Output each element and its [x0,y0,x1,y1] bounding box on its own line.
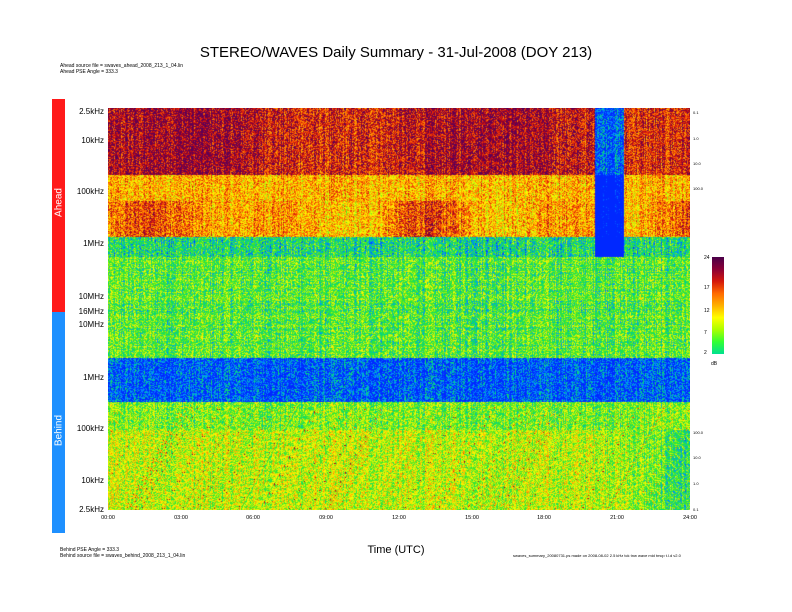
xtick-0000: 00:00 [101,515,115,521]
ytick-behind-1mhz: 1MHz [83,373,104,382]
behind-source-note: Behind source file = swaves_behind_2008_… [60,553,186,559]
ytick-behind-10mhz: 10MHz [78,320,104,329]
xtick-0600: 06:00 [246,515,260,521]
rtick-behind-1.0: 1.0 [693,481,699,486]
ahead-source-note: Ahead source file = swaves_ahead_2008_21… [60,63,184,69]
rtick-ahead-10.0: 10.0 [693,161,701,166]
ytick-behind-100khz: 100kHz [76,424,104,433]
cbar-tick-17: 17 [704,285,710,291]
rtick-ahead-1.0: 1.0 [693,136,699,141]
rtick-behind-100.0: 100.0 [693,430,704,435]
rtick-ahead-100.0: 100.0 [693,186,704,191]
cbar-tick-12: 12 [704,308,710,314]
cbar-tick-2: 2 [704,350,707,356]
rtick-behind-0.1: 0.1 [693,507,699,512]
footer-info-note: swaves_summary_20080731.ps made on 2008-… [513,553,681,558]
cbar-unit: dB [711,361,718,367]
xtick-1500: 15:00 [465,515,479,521]
behind-label: Behind [53,414,65,447]
xtick-2400: 24:00 [683,515,697,521]
xtick-1200: 12:00 [392,515,406,521]
cbar-tick-24: 24 [704,255,710,261]
ytick-ahead-100khz: 100kHz [76,187,104,196]
colorbar [712,257,724,354]
spectrogram-heatmap [108,108,690,510]
rtick-behind-10.0: 10.0 [693,455,701,460]
ahead-angle-note: Ahead PSE Angle = 333.3 [60,69,118,75]
rtick-ahead-0.1: 0.1 [693,110,699,115]
cbar-tick-7: 7 [704,330,707,336]
ytick-ahead-16mhz: 16MHz [78,307,104,316]
chart-title: STEREO/WAVES Daily Summary - 31-Jul-2008… [199,44,593,61]
ahead-side-bar: Ahead [52,99,65,312]
ytick-ahead-10mhz: 10MHz [78,292,104,301]
ytick-ahead-2.5khz: 2.5kHz [79,107,104,116]
behind-side-bar: Behind [52,312,65,533]
xtick-2100: 21:00 [610,515,624,521]
ytick-behind-2.5khz: 2.5kHz [79,505,104,514]
xtick-0900: 09:00 [319,515,333,521]
ytick-ahead-1mhz: 1MHz [83,239,104,248]
ytick-ahead-10khz: 10kHz [81,136,104,145]
behind-angle-note: Behind PSE Angle = 333.3 [60,547,120,553]
xtick-0300: 03:00 [174,515,188,521]
xtick-1800: 18:00 [537,515,551,521]
ahead-label: Ahead [53,188,65,217]
x-axis-label: Time (UTC) [367,544,425,556]
ytick-behind-10khz: 10kHz [81,476,104,485]
